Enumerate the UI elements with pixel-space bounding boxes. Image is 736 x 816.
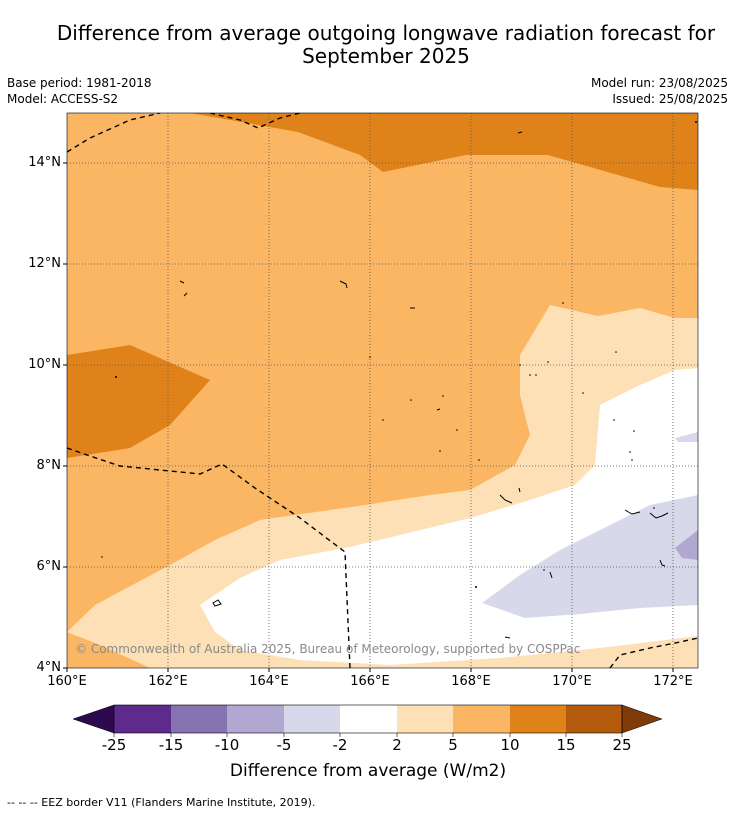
map-frame	[66, 112, 699, 669]
model-name: Model: ACCESS-S2	[7, 92, 119, 106]
lon-label-162e: 162°E	[148, 674, 188, 689]
meta-left: Base period: 1981-2018 Model: ACCESS-S2	[7, 75, 152, 107]
issued-date: Issued: 25/08/2025	[612, 92, 728, 106]
colorbar-bin	[171, 705, 227, 733]
colorbar-label: -10	[214, 736, 240, 754]
field-neg-2-5	[482, 495, 698, 618]
meta-right: Model run: 23/08/2025 Issued: 25/08/2025	[591, 75, 728, 107]
lat-label-14n: 14°N	[28, 155, 61, 170]
colorbar-bin	[397, 705, 453, 733]
field-10-15-west	[67, 345, 210, 458]
lon-label-172e: 172°E	[653, 674, 693, 689]
colorbar-label: -2	[332, 736, 348, 754]
colorbar-bin	[340, 705, 397, 733]
colorbar-label: 2	[392, 736, 402, 754]
lat-label-10n: 10°N	[28, 357, 61, 372]
colorbar-label: 15	[556, 736, 576, 754]
title-line-1: Difference from average outgoing longwav…	[56, 21, 716, 45]
lat-label-12n: 12°N	[28, 256, 61, 271]
chart-title: Difference from average outgoing longwav…	[0, 22, 736, 68]
map-fields	[67, 113, 698, 668]
colorbar-bin	[284, 705, 340, 733]
title-line-2: September 2025	[302, 44, 470, 68]
model-run: Model run: 23/08/2025	[590, 76, 728, 90]
islands	[179, 131, 669, 639]
footnote: -- -- -- EEZ border V11 (Flanders Marine…	[7, 796, 316, 809]
colorbar-bin	[510, 705, 566, 733]
field-neg-2-5-small	[675, 432, 698, 442]
colorbar-label: 10	[500, 736, 520, 754]
colorbar-label: -5	[276, 736, 292, 754]
colorbar-bin	[453, 705, 510, 733]
colorbar-bin	[227, 705, 284, 733]
lon-label-160e: 160°E	[47, 674, 87, 689]
graticule	[67, 113, 698, 668]
colorbar-bin	[566, 705, 622, 733]
tick-marks	[63, 162, 674, 672]
lat-label-6n: 6°N	[36, 559, 62, 574]
base-period: Base period: 1981-2018	[7, 76, 152, 90]
lat-label-4n: 4°N	[36, 660, 62, 675]
colorbar-min-extend	[72, 704, 115, 734]
colorbar	[72, 704, 663, 737]
eez-borders	[67, 113, 698, 668]
colorbar-max-extend	[621, 704, 663, 734]
colorbar-label: -15	[158, 736, 184, 754]
field-10-15-north	[190, 113, 698, 190]
copyright-text: © Commonwealth of Australia 2025, Bureau…	[75, 642, 580, 656]
lon-label-168e: 168°E	[451, 674, 491, 689]
field-neg-5-10	[675, 530, 698, 560]
field-5-10-south	[67, 632, 150, 668]
colorbar-label: 25	[612, 736, 632, 754]
colorbar-title: Difference from average (W/m2)	[0, 761, 736, 781]
lon-label-166e: 166°E	[350, 674, 390, 689]
colorbar-label: 5	[448, 736, 458, 754]
colorbar-label: -25	[101, 736, 127, 754]
island-dots	[101, 121, 697, 588]
lon-label-170e: 170°E	[552, 674, 592, 689]
lon-label-164e: 164°E	[249, 674, 289, 689]
lat-label-8n: 8°N	[36, 458, 62, 473]
colorbar-bin	[114, 705, 171, 733]
colorbar-title-text: Difference from average (W/m2)	[229, 761, 507, 781]
